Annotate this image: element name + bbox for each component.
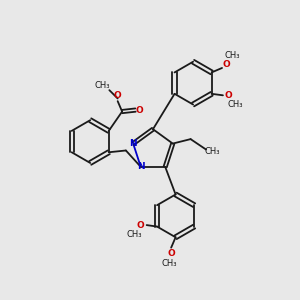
Text: O: O	[167, 249, 175, 258]
Text: O: O	[135, 106, 143, 115]
Text: CH₃: CH₃	[205, 147, 220, 156]
Text: O: O	[137, 220, 145, 230]
Text: O: O	[114, 91, 122, 100]
Text: O: O	[223, 60, 230, 69]
Text: CH₃: CH₃	[94, 81, 110, 90]
Text: CH₃: CH₃	[227, 100, 243, 109]
Text: CH₃: CH₃	[225, 51, 240, 60]
Text: CH₃: CH₃	[161, 259, 176, 268]
Text: O: O	[224, 91, 232, 100]
Text: N: N	[137, 162, 145, 171]
Text: CH₃: CH₃	[126, 230, 142, 238]
Text: N: N	[129, 139, 137, 148]
